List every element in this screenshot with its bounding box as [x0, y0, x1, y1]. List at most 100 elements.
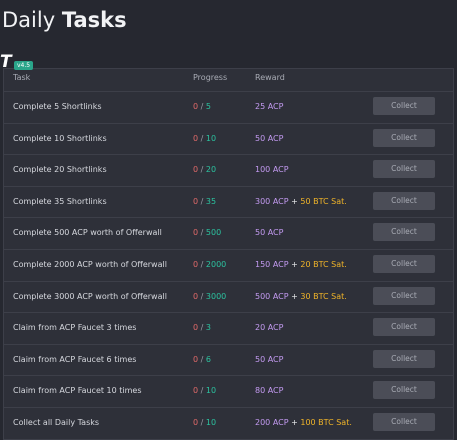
progress-done: 0 [193, 354, 199, 364]
reward: 200 ACP + 100 BTC Sat. [255, 418, 352, 427]
collect-button[interactable]: Collect [373, 349, 435, 368]
collect-button[interactable]: Collect [373, 128, 435, 147]
progress-done: 0 [193, 102, 199, 111]
progress-total: 2000 [205, 260, 227, 269]
reward-bonus: 20 BTC Sat. [300, 260, 347, 269]
collect-button[interactable]: Collect [373, 413, 435, 431]
reward-plus: + [291, 291, 298, 301]
reward-bonus: 100 BTC Sat. [300, 418, 352, 427]
task-row [4, 280, 453, 313]
progress-done: 0 [193, 228, 199, 238]
collect-button[interactable]: Collect [373, 191, 435, 210]
progress: 0 / 500 [193, 228, 221, 237]
task-name: Complete 5 Shortlinks [13, 102, 102, 111]
reward-acp: 300 ACP [255, 196, 289, 206]
reward: 100 ACP [255, 165, 289, 174]
task-name: Collect all Daily Tasks [13, 418, 100, 427]
progress: 0 / 3000 [193, 292, 226, 301]
progress-total: 5 [205, 102, 211, 111]
task-row [4, 312, 453, 344]
progress-total: 20 [205, 165, 217, 175]
reward: 25 ACP [255, 102, 283, 111]
reward-acp: 80 ACP [255, 386, 284, 396]
task-name: Complete 10 Shortlinks [13, 133, 107, 143]
page-title: Daily Tasks [2, 8, 127, 32]
progress-separator: / [200, 133, 204, 143]
progress: 0 / 10 [193, 418, 216, 427]
task-row [4, 217, 453, 249]
progress-done: 0 [193, 165, 199, 175]
task-name: Claim from ACP Faucet 6 times [13, 354, 137, 364]
title-light: Daily [2, 8, 56, 32]
task-row [4, 249, 453, 281]
reward-acp: 200 ACP [255, 418, 289, 427]
collect-button[interactable]: Collect [373, 223, 435, 242]
progress: 0 / 2000 [193, 260, 226, 269]
reward: 80 ACP [255, 386, 283, 395]
reward-bonus: 50 BTC Sat. [300, 196, 347, 206]
progress-total: 35 [205, 196, 217, 206]
progress-separator: / [200, 196, 204, 206]
progress: 0 / 5 [193, 102, 211, 111]
progress: 0 / 35 [193, 197, 216, 206]
progress-separator: / [200, 386, 204, 396]
reward-acp: 50 ACP [255, 228, 284, 238]
reward-bonus: 30 BTC Sat. [300, 291, 347, 301]
column-header: Task [13, 73, 31, 82]
progress-separator: / [200, 228, 204, 238]
progress-total: 6 [205, 354, 211, 364]
task-row [4, 407, 453, 439]
reward: 150 ACP + 20 BTC Sat. [255, 260, 347, 269]
version-badge: v4.5 [14, 61, 34, 70]
task-name: Claim from ACP Faucet 10 times [13, 386, 142, 396]
collect-button[interactable]: Collect [373, 381, 435, 400]
task-name: Complete 2000 ACP worth of Offerwall [13, 260, 167, 269]
task-row [4, 375, 453, 407]
task-name: Complete 500 ACP worth of Offerwall [13, 228, 162, 238]
progress-done: 0 [193, 386, 199, 396]
task-name: Complete 20 Shortlinks [13, 165, 107, 175]
reward-acp: 50 ACP [255, 133, 284, 143]
progress: 0 / 3 [193, 323, 211, 332]
task-row [4, 154, 453, 186]
progress: 0 / 10 [193, 386, 216, 395]
logo: T [0, 52, 12, 72]
progress-separator: / [200, 354, 204, 364]
reward-acp: 50 ACP [255, 354, 284, 364]
progress: 0 / 20 [193, 165, 216, 174]
progress-separator: / [200, 260, 204, 269]
progress-done: 0 [193, 196, 199, 206]
reward: 20 ACP [255, 323, 283, 332]
progress: 0 / 10 [193, 134, 216, 143]
progress-done: 0 [193, 418, 199, 427]
progress: 0 / 6 [193, 355, 211, 364]
title-bold: Tasks [61, 8, 127, 32]
reward-acp: 25 ACP [255, 102, 284, 111]
reward: 500 ACP + 30 BTC Sat. [255, 292, 347, 301]
collect-button[interactable]: Collect [373, 286, 435, 305]
reward-plus: + [291, 418, 298, 427]
task-name: Complete 35 Shortlinks [13, 196, 107, 206]
task-row [4, 343, 453, 376]
progress-done: 0 [193, 260, 199, 269]
column-header: Progress [193, 73, 228, 82]
column-header: Reward [255, 73, 285, 82]
progress-separator: / [200, 165, 204, 175]
task-row [4, 185, 453, 218]
reward: 300 ACP + 50 BTC Sat. [255, 197, 347, 206]
task-name: Claim from ACP Faucet 3 times [13, 323, 137, 333]
progress-separator: / [200, 418, 204, 427]
reward-acp: 500 ACP [255, 291, 289, 301]
progress-total: 10 [205, 133, 217, 143]
reward: 50 ACP [255, 228, 283, 237]
collect-button[interactable]: Collect [373, 160, 435, 179]
reward-acp: 20 ACP [255, 323, 284, 333]
progress-total: 500 [205, 228, 222, 238]
progress-separator: / [200, 102, 204, 111]
collect-button[interactable]: Collect [373, 255, 435, 273]
collect-button[interactable]: Collect [373, 318, 435, 337]
progress-total: 3 [205, 323, 211, 333]
collect-button[interactable]: Collect [373, 97, 435, 115]
progress-done: 0 [193, 133, 199, 143]
